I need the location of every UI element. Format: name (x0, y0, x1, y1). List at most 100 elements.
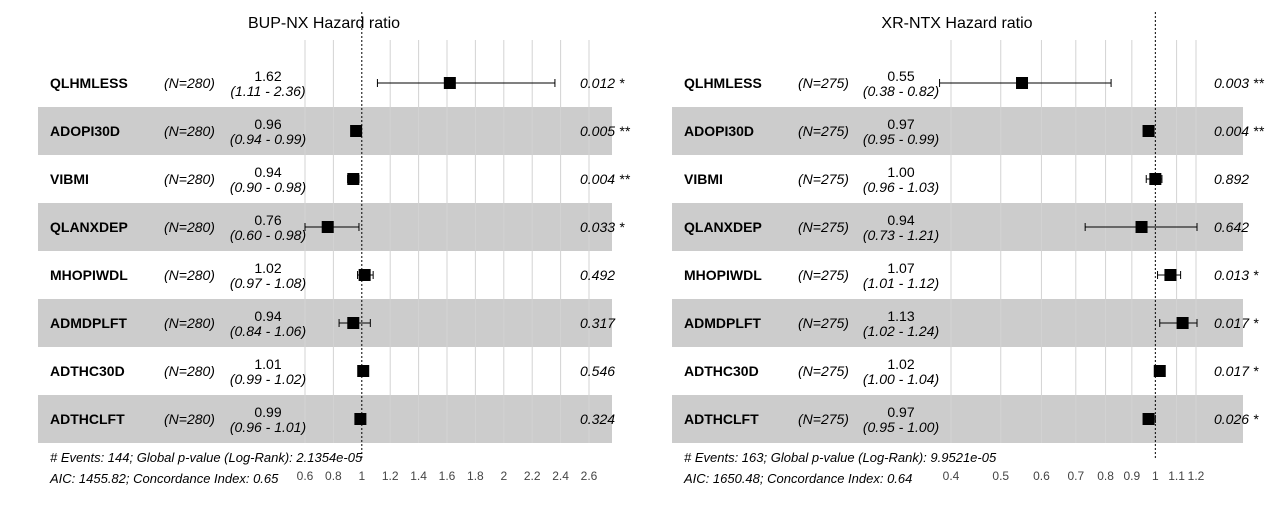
hr-marker (357, 365, 370, 377)
hr-marker (1142, 125, 1155, 137)
chart-title: BUP-NX Hazard ratio (248, 15, 400, 32)
forest-row: VIBMI (N=280) 0.94(0.90 - 0.98) 0.004 ** (50, 164, 630, 195)
forest-row: ADTHC30D (N=275) 1.02(1.00 - 1.04) 0.017 * (684, 356, 1259, 387)
footer-events: # Events: 144; Global p-value (Log-Rank)… (50, 450, 363, 465)
ci-label: (0.90 - 0.98) (230, 179, 306, 195)
tick-label: 0.7 (1067, 469, 1084, 483)
tick-label: 1.2 (1188, 469, 1205, 483)
hr-label: 0.96 (254, 116, 281, 132)
ci-label: (1.02 - 1.24) (863, 323, 939, 339)
forest-row: ADTHCLFT (N=275) 0.97(0.95 - 1.00) 0.026 * (684, 404, 1259, 435)
hr-label: 1.13 (887, 308, 914, 324)
p-value-label: 0.492 (580, 267, 615, 283)
hr-label: 1.01 (254, 356, 281, 372)
ci-label: (0.99 - 1.02) (230, 371, 306, 387)
hr-marker (1142, 413, 1155, 425)
row-band (38, 299, 612, 347)
variable-label: ADTHC30D (50, 363, 125, 379)
tick-label: 0.9 (1124, 469, 1141, 483)
p-value-label: 0.017 * (1214, 315, 1259, 331)
ci-label: (0.73 - 1.21) (863, 227, 939, 243)
variable-label: QLANXDEP (684, 219, 762, 235)
hr-marker (1176, 317, 1189, 329)
hr-label: 1.62 (254, 68, 281, 84)
variable-label: QLANXDEP (50, 219, 128, 235)
variable-label: ADTHCLFT (50, 411, 125, 427)
ci-label: (0.96 - 1.01) (230, 419, 306, 435)
tick-label: 2.6 (581, 469, 598, 483)
variable-label: MHOPIWDL (50, 267, 128, 283)
tick-label: 0.8 (1097, 469, 1114, 483)
p-value-label: 0.013 * (1214, 267, 1259, 283)
hr-marker (321, 221, 334, 233)
tick-label: 2.4 (552, 469, 569, 483)
n-label: (N=280) (164, 315, 215, 331)
footer-aic: AIC: 1455.82; Concordance Index: 0.65 (49, 471, 279, 486)
forest-row: MHOPIWDL (N=275) 1.07(1.01 - 1.12) 0.013 * (684, 260, 1259, 291)
variable-label: ADTHC30D (684, 363, 759, 379)
forest-row: MHOPIWDL (N=280) 1.02(0.97 - 1.08) 0.492 (50, 260, 615, 291)
variable-label: QLHMLESS (50, 75, 128, 91)
forest-row: ADMDPLFT (N=275) 1.13(1.02 - 1.24) 0.017 * (684, 308, 1259, 339)
tick-label: 0.8 (325, 469, 342, 483)
n-label: (N=275) (798, 411, 849, 427)
hr-marker (1135, 221, 1148, 233)
variable-label: ADOPI30D (684, 123, 754, 139)
ci-label: (1.00 - 1.04) (863, 371, 939, 387)
p-value-label: 0.546 (580, 363, 615, 379)
forest-row: ADOPI30D (N=280) 0.96(0.94 - 0.99) 0.005 ** (50, 116, 630, 147)
ci-label: (0.95 - 0.99) (863, 131, 939, 147)
n-label: (N=280) (164, 75, 215, 91)
p-value-label: 0.012 * (580, 75, 625, 91)
p-value-label: 0.003 ** (1214, 75, 1264, 91)
hr-label: 1.02 (254, 260, 281, 276)
tick-label: 1.8 (467, 469, 484, 483)
ci-label: (0.84 - 1.06) (230, 323, 306, 339)
hr-label: 0.97 (887, 404, 914, 420)
n-label: (N=275) (798, 363, 849, 379)
n-label: (N=275) (798, 267, 849, 283)
n-label: (N=280) (164, 363, 215, 379)
variable-label: QLHMLESS (684, 75, 762, 91)
ci-label: (0.97 - 1.08) (230, 275, 306, 291)
n-label: (N=280) (164, 219, 215, 235)
n-label: (N=280) (164, 267, 215, 283)
tick-label: 1.2 (382, 469, 399, 483)
hr-marker (1153, 365, 1166, 377)
n-label: (N=275) (798, 123, 849, 139)
n-label: (N=275) (798, 219, 849, 235)
forest-row: ADTHC30D (N=280) 1.01(0.99 - 1.02) 0.546 (50, 356, 615, 387)
forest-panel-2: XR-NTX Hazard ratio QLHMLESS (N=275) 0.55(0… (672, 12, 1264, 486)
forest-row: VIBMI (N=275) 1.00(0.96 - 1.03) 0.892 (684, 164, 1249, 195)
hr-label: 1.07 (887, 260, 914, 276)
p-value-label: 0.642 (1214, 219, 1249, 235)
variable-label: ADTHCLFT (684, 411, 759, 427)
tick-label: 0.6 (297, 469, 314, 483)
variable-label: ADMDPLFT (684, 315, 761, 331)
n-label: (N=280) (164, 171, 215, 187)
forest-row: ADMDPLFT (N=280) 0.94(0.84 - 1.06) 0.317 (50, 308, 616, 339)
hr-label: 1.02 (887, 356, 914, 372)
hr-label: 0.94 (254, 164, 281, 180)
hr-label: 0.76 (254, 212, 281, 228)
p-value-label: 0.324 (580, 411, 615, 427)
forest-row: QLHMLESS (N=275) 0.55(0.38 - 0.82) 0.003 ** (684, 68, 1264, 99)
row-band (672, 107, 1243, 155)
tick-label: 1.6 (439, 469, 456, 483)
footer-events: # Events: 163; Global p-value (Log-Rank)… (684, 450, 997, 465)
row-band (38, 107, 612, 155)
chart-title: XR-NTX Hazard ratio (881, 15, 1032, 32)
hr-label: 1.00 (887, 164, 914, 180)
variable-label: VIBMI (684, 171, 723, 187)
hr-label: 0.94 (254, 308, 281, 324)
n-label: (N=280) (164, 123, 215, 139)
p-value-label: 0.005 ** (580, 123, 630, 139)
ci-label: (0.94 - 0.99) (230, 131, 306, 147)
forest-row: ADOPI30D (N=275) 0.97(0.95 - 0.99) 0.004 ** (684, 116, 1264, 147)
p-value-label: 0.033 * (580, 219, 625, 235)
p-value-label: 0.017 * (1214, 363, 1259, 379)
forest-row: ADTHCLFT (N=280) 0.99(0.96 - 1.01) 0.324 (50, 404, 615, 435)
n-label: (N=275) (798, 315, 849, 331)
forest-row: QLANXDEP (N=280) 0.76(0.60 - 0.98) 0.033 * (50, 212, 625, 243)
